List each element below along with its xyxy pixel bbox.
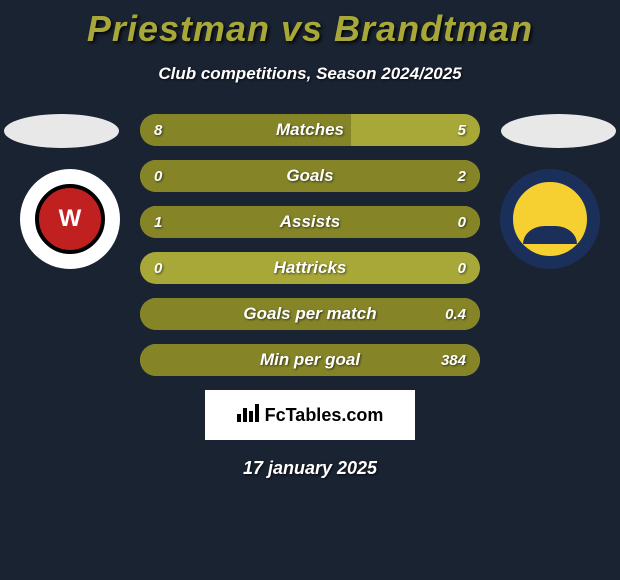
fctables-logo: FcTables.com bbox=[205, 390, 415, 440]
stat-row: Min per goal 384 bbox=[140, 344, 480, 376]
stat-left-value: 8 bbox=[154, 122, 162, 139]
stat-label: Min per goal bbox=[260, 350, 360, 370]
club-badge-right-inner bbox=[510, 179, 590, 259]
page-title: Priestman vs Brandtman bbox=[0, 8, 620, 50]
stat-row: 0 Hattricks 0 bbox=[140, 252, 480, 284]
bars-icon bbox=[237, 404, 259, 427]
stat-label: Hattricks bbox=[274, 258, 347, 278]
stats-list: 8 Matches 5 0 Goals 2 1 Assists 0 0 Hattricks 0 Goal… bbox=[140, 114, 480, 376]
subtitle: Club competitions, Season 2024/2025 bbox=[0, 64, 620, 84]
stat-label: Goals per match bbox=[243, 304, 376, 324]
stat-right-value: 0.4 bbox=[445, 306, 466, 323]
stat-right-value: 0 bbox=[458, 214, 466, 231]
stat-label: Matches bbox=[276, 120, 344, 140]
player-avatar-left bbox=[4, 114, 119, 148]
club-badge-left-inner: W bbox=[35, 184, 105, 254]
wave-icon bbox=[523, 226, 577, 244]
stat-row: 0 Goals 2 bbox=[140, 160, 480, 192]
stat-left-value: 1 bbox=[154, 214, 162, 231]
club-badge-left: W bbox=[20, 169, 120, 269]
stat-right-value: 2 bbox=[458, 168, 466, 185]
stat-right-value: 0 bbox=[458, 260, 466, 277]
club-badge-right bbox=[500, 169, 600, 269]
player-avatar-right bbox=[501, 114, 616, 148]
stat-row: 8 Matches 5 bbox=[140, 114, 480, 146]
stat-row: Goals per match 0.4 bbox=[140, 298, 480, 330]
footer-date: 17 january 2025 bbox=[0, 458, 620, 479]
stat-label: Assists bbox=[280, 212, 340, 232]
stat-row: 1 Assists 0 bbox=[140, 206, 480, 238]
main-area: W 8 Matches 5 0 Goals 2 1 Assists 0 0 Hattricks 0 Go… bbox=[0, 114, 620, 376]
stat-right-value: 5 bbox=[458, 122, 466, 139]
stat-left-value: 0 bbox=[154, 168, 162, 185]
infographic-container: Priestman vs Brandtman Club competitions… bbox=[0, 0, 620, 479]
stat-label: Goals bbox=[286, 166, 333, 186]
logo-text: FcTables.com bbox=[265, 405, 384, 426]
stat-left-value: 0 bbox=[154, 260, 162, 277]
stat-right-value: 384 bbox=[441, 352, 466, 369]
